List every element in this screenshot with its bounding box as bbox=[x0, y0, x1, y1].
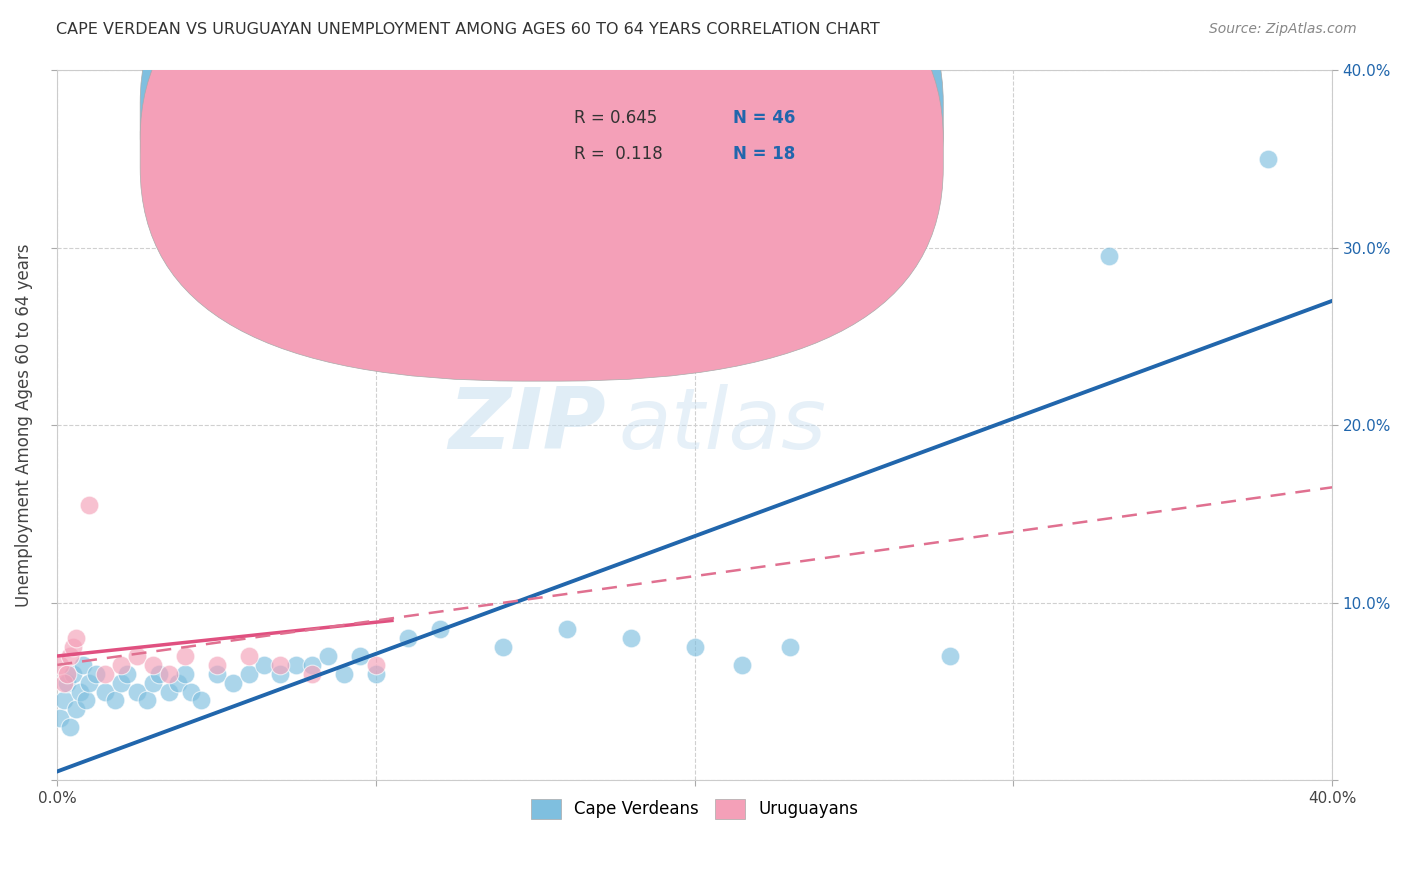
Point bbox=[396, 632, 419, 646]
Point bbox=[253, 657, 276, 672]
Text: ZIP: ZIP bbox=[449, 384, 606, 467]
Point bbox=[52, 675, 75, 690]
Point bbox=[94, 684, 117, 698]
Point bbox=[301, 666, 323, 681]
Point bbox=[104, 693, 127, 707]
Point bbox=[77, 675, 100, 690]
Point bbox=[221, 675, 243, 690]
Point bbox=[316, 648, 339, 663]
Legend: Cape Verdeans, Uruguayans: Cape Verdeans, Uruguayans bbox=[524, 793, 866, 825]
Point bbox=[65, 632, 87, 646]
Y-axis label: Unemployment Among Ages 60 to 64 years: Unemployment Among Ages 60 to 64 years bbox=[15, 244, 32, 607]
Point bbox=[49, 657, 72, 672]
Point bbox=[333, 666, 356, 681]
Point bbox=[125, 648, 148, 663]
Point bbox=[492, 640, 515, 654]
Point bbox=[301, 657, 323, 672]
Point bbox=[1257, 152, 1279, 166]
FancyBboxPatch shape bbox=[141, 0, 943, 381]
Point bbox=[69, 684, 91, 698]
Point bbox=[117, 666, 139, 681]
Point bbox=[59, 720, 82, 734]
FancyBboxPatch shape bbox=[141, 0, 943, 345]
Point bbox=[555, 623, 578, 637]
Point bbox=[75, 693, 97, 707]
Point bbox=[180, 684, 202, 698]
Point bbox=[84, 666, 107, 681]
Point bbox=[157, 666, 180, 681]
Text: R =  0.118: R = 0.118 bbox=[574, 145, 662, 163]
Point bbox=[135, 693, 157, 707]
Point bbox=[620, 632, 643, 646]
Point bbox=[238, 666, 260, 681]
Point bbox=[731, 657, 754, 672]
Point bbox=[938, 648, 960, 663]
Point bbox=[157, 684, 180, 698]
Point bbox=[173, 648, 195, 663]
Point bbox=[238, 648, 260, 663]
Point bbox=[125, 684, 148, 698]
Point bbox=[205, 666, 228, 681]
Point bbox=[65, 702, 87, 716]
Text: R = 0.645: R = 0.645 bbox=[574, 110, 657, 128]
Point bbox=[364, 657, 387, 672]
Point bbox=[77, 498, 100, 512]
Point bbox=[142, 657, 165, 672]
Point bbox=[205, 657, 228, 672]
Point bbox=[56, 666, 79, 681]
Point bbox=[269, 666, 291, 681]
Text: CAPE VERDEAN VS URUGUAYAN UNEMPLOYMENT AMONG AGES 60 TO 64 YEARS CORRELATION CHA: CAPE VERDEAN VS URUGUAYAN UNEMPLOYMENT A… bbox=[56, 22, 880, 37]
Point bbox=[59, 648, 82, 663]
Point bbox=[1098, 250, 1121, 264]
FancyBboxPatch shape bbox=[503, 98, 853, 177]
Point bbox=[72, 657, 94, 672]
Point bbox=[62, 666, 84, 681]
Point bbox=[173, 666, 195, 681]
Point bbox=[429, 623, 451, 637]
Text: Source: ZipAtlas.com: Source: ZipAtlas.com bbox=[1209, 22, 1357, 37]
Text: N = 18: N = 18 bbox=[733, 145, 796, 163]
Point bbox=[779, 640, 801, 654]
Point bbox=[62, 640, 84, 654]
Point bbox=[269, 657, 291, 672]
Point bbox=[56, 675, 79, 690]
Text: atlas: atlas bbox=[619, 384, 827, 467]
Point bbox=[364, 666, 387, 681]
Point bbox=[110, 675, 132, 690]
Point bbox=[190, 693, 212, 707]
Point bbox=[167, 675, 190, 690]
Point bbox=[49, 711, 72, 725]
Point bbox=[148, 666, 170, 681]
Point bbox=[110, 657, 132, 672]
Point bbox=[94, 666, 117, 681]
Point bbox=[52, 693, 75, 707]
Point bbox=[142, 675, 165, 690]
Point bbox=[349, 648, 371, 663]
Text: N = 46: N = 46 bbox=[733, 110, 796, 128]
Point bbox=[683, 640, 706, 654]
Point bbox=[285, 657, 308, 672]
